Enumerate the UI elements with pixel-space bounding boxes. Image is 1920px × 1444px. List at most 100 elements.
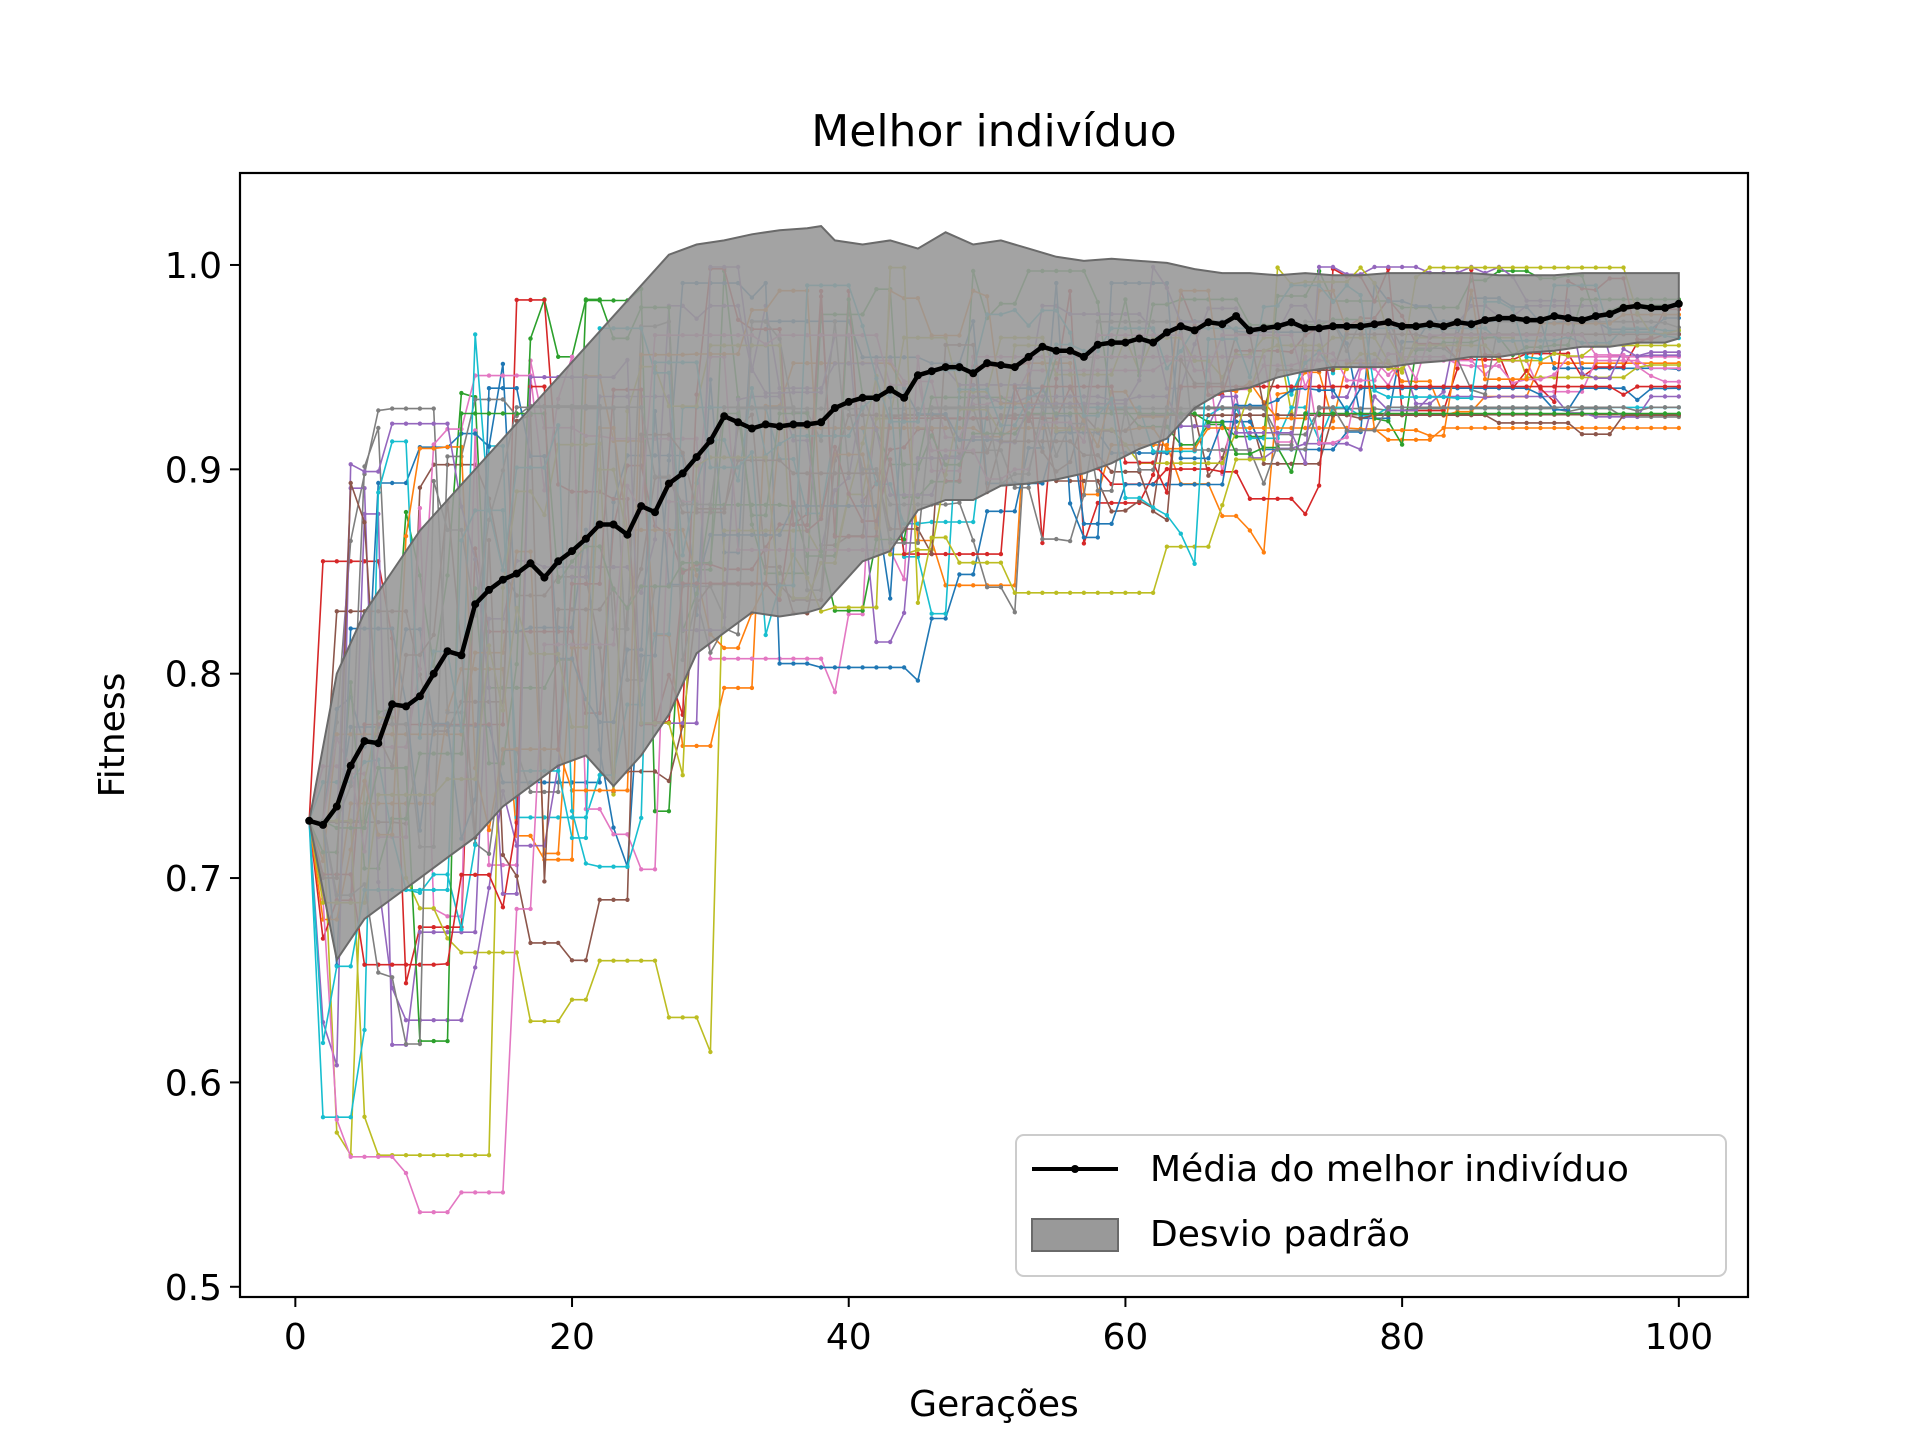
run-point (860, 665, 865, 670)
run-point (1344, 378, 1350, 383)
run-point (1192, 482, 1197, 487)
mean-point (581, 534, 590, 543)
run-point (1524, 394, 1529, 399)
run-point (362, 962, 367, 967)
run-point (459, 411, 464, 416)
run-point (1330, 368, 1336, 373)
run-point (888, 665, 893, 670)
run-point (1635, 364, 1640, 369)
run-point (1538, 392, 1543, 397)
run-point (1427, 405, 1433, 410)
run-point (1579, 432, 1585, 437)
run-point (1303, 411, 1308, 416)
run-point (390, 985, 395, 991)
run-point (1233, 451, 1239, 457)
run-point (1399, 442, 1405, 447)
run-point (445, 421, 450, 426)
run-point (417, 962, 423, 967)
run-point (1164, 446, 1170, 451)
plot-frame (238, 171, 1750, 1299)
run-point (597, 864, 602, 869)
run-point (1344, 428, 1350, 433)
run-point (1303, 460, 1308, 466)
x-tick-label: 40 (826, 1317, 872, 1358)
run-point (1316, 264, 1322, 270)
run-point (694, 743, 699, 749)
run-point (1247, 457, 1253, 462)
run-point (1192, 461, 1197, 466)
run-point (1621, 364, 1626, 370)
run-point (1662, 394, 1668, 399)
run-point (583, 835, 589, 841)
run-point (791, 656, 796, 661)
run-point (1289, 388, 1294, 393)
run-point (1067, 538, 1073, 544)
run-point (611, 958, 616, 963)
run-point (1150, 505, 1156, 510)
run-point (417, 887, 423, 893)
run-point (1399, 379, 1405, 384)
run-point (542, 780, 547, 785)
run-point (1164, 517, 1170, 523)
run-point (666, 1015, 672, 1020)
run-point (1676, 384, 1682, 389)
run-point (542, 879, 547, 884)
run-point (1524, 358, 1529, 363)
mean-point (913, 371, 922, 380)
run-point (320, 559, 326, 564)
run-point (1386, 437, 1391, 442)
run-point (1150, 482, 1156, 487)
run-point (1261, 496, 1267, 501)
run-point (1386, 428, 1391, 433)
run-point (569, 857, 575, 862)
run-point (1192, 561, 1197, 566)
run-point (473, 1153, 478, 1158)
run-point (971, 560, 976, 565)
run-point (1344, 384, 1350, 389)
mean-point (927, 367, 936, 376)
run-point (1123, 500, 1128, 506)
run-point (431, 906, 436, 911)
run-point (971, 572, 976, 577)
mean-point (1315, 324, 1324, 333)
run-point (1220, 447, 1225, 453)
run-point (417, 1041, 423, 1047)
run-point (514, 873, 519, 879)
run-point (1233, 430, 1239, 435)
run-point (473, 842, 478, 848)
run-point (1399, 264, 1405, 270)
run-point (1247, 425, 1253, 431)
mean-point (457, 651, 466, 660)
run-point (1247, 528, 1253, 533)
run-point (528, 336, 533, 341)
run-point (915, 547, 921, 552)
run-point (1040, 536, 1045, 542)
run-point (1455, 384, 1460, 389)
run-point (1593, 265, 1599, 270)
run-point (1386, 394, 1391, 400)
run-point (805, 656, 810, 661)
mean-point (1674, 299, 1683, 308)
run-point (1552, 384, 1557, 389)
legend-band-swatch (1031, 1218, 1119, 1252)
run-point (597, 780, 602, 785)
run-point (625, 832, 630, 837)
run-point (1427, 433, 1433, 438)
y-tick-label: 1.0 (165, 246, 222, 287)
run-point (846, 608, 851, 613)
y-tick-label: 0.8 (165, 655, 222, 696)
run-point (486, 872, 492, 877)
run-point (625, 958, 630, 963)
run-point (1496, 411, 1502, 416)
run-point (320, 900, 326, 905)
run-point (1649, 405, 1654, 410)
run-point (445, 930, 450, 935)
mean-point (1591, 312, 1600, 321)
mean-point (1093, 340, 1102, 349)
run-point (1081, 478, 1087, 484)
mean-point (1605, 310, 1614, 318)
run-point (929, 551, 934, 557)
run-point (1524, 384, 1529, 389)
std-band (308, 225, 1680, 963)
run-point (1441, 411, 1446, 416)
